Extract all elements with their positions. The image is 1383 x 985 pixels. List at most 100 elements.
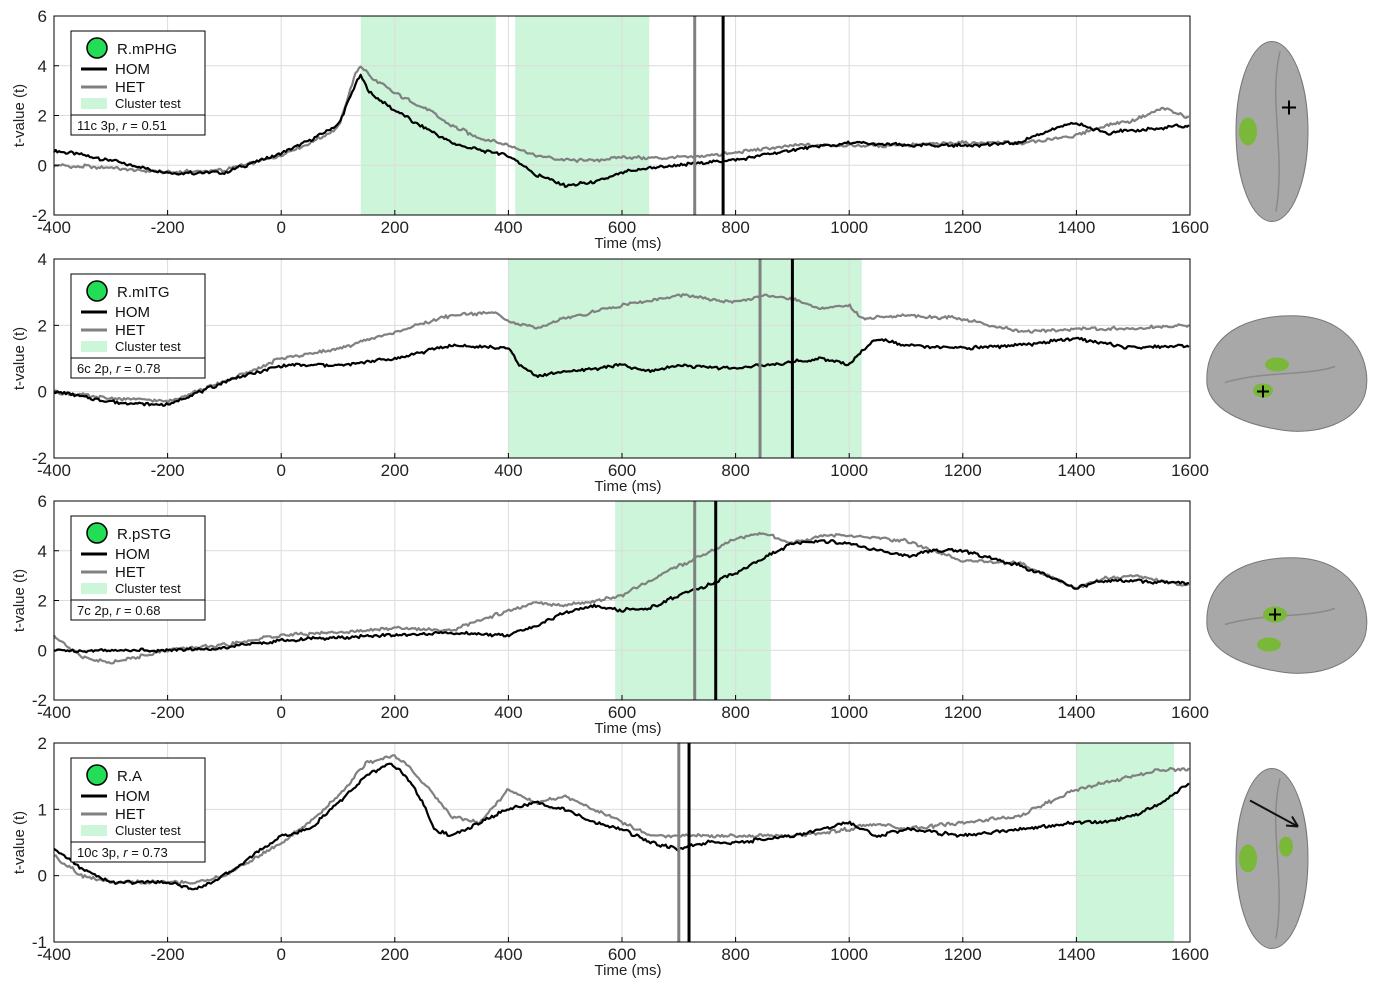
y-axis-title: t-value (t) <box>11 327 28 390</box>
legend-label-hom: HOM <box>115 546 150 563</box>
legend-label-cluster: Cluster test <box>115 823 181 838</box>
y-tick-label: 2 <box>38 734 47 753</box>
x-tick-label: -400 <box>37 945 71 964</box>
brain-sulcus <box>1275 778 1281 939</box>
legend-label-het: HET <box>115 79 145 96</box>
y-tick-label: -1 <box>32 933 47 952</box>
x-tick-label: -400 <box>37 461 71 480</box>
x-tick-label: -400 <box>37 703 71 722</box>
cross-marker-icon <box>1257 385 1269 398</box>
x-tick-label: 800 <box>721 461 749 480</box>
series-line-HOM <box>53 762 1190 891</box>
x-tick-label: 1600 <box>1171 945 1209 964</box>
y-axis-title: t-value (t) <box>11 84 28 147</box>
y-tick-label: 0 <box>38 156 47 175</box>
x-tick-label: -400 <box>37 218 71 237</box>
x-tick-label: 800 <box>721 945 749 964</box>
legend-stats: 10c 3p, r = 0.73 <box>77 845 168 860</box>
x-tick-label: 0 <box>276 461 285 480</box>
legend-label-het: HET <box>115 564 145 581</box>
legend-label-hom: HOM <box>115 788 150 805</box>
brain-highlight <box>1239 117 1257 146</box>
legend-label-cluster: Cluster test <box>115 339 181 354</box>
brain-sulcus <box>1275 51 1281 212</box>
legend-stats: 7c 2p, r = 0.68 <box>77 603 161 618</box>
x-tick-label: 1000 <box>830 945 868 964</box>
x-tick-label: 1400 <box>1057 945 1095 964</box>
x-tick-label: 1600 <box>1171 703 1209 722</box>
legend-region-label: R.mITG <box>117 284 170 301</box>
x-tick-label: 1000 <box>830 218 868 237</box>
y-tick-label: 0 <box>38 867 47 886</box>
legend-label-hom: HOM <box>115 304 150 321</box>
y-tick-label: 2 <box>38 107 47 126</box>
brain-highlight <box>1265 357 1289 372</box>
y-tick-label: 0 <box>38 641 47 660</box>
legend-region-label: R.A <box>117 768 142 785</box>
cross-marker-icon <box>1282 100 1296 115</box>
series-line-HOM <box>54 539 1190 654</box>
region-dot-icon <box>86 522 108 544</box>
y-axis-title: t-value (t) <box>11 811 28 874</box>
x-tick-label: 600 <box>608 703 636 722</box>
legend-stats: 11c 3p, r = 0.51 <box>77 118 167 133</box>
legend-label-cluster: Cluster test <box>115 96 181 111</box>
x-tick-label: -200 <box>151 945 185 964</box>
y-axis-title: t-value (t) <box>11 569 28 632</box>
panel-R.mITG: -400 -200 0 200 400 600 800 1000 1200 1400 1600 -2 0… <box>11 250 1368 495</box>
x-tick-label: 1200 <box>944 218 982 237</box>
region-dot-icon <box>86 280 108 302</box>
stats-r: r <box>116 361 121 376</box>
region-dot-icon <box>86 37 108 59</box>
brain-highlight <box>1279 836 1293 857</box>
brain-lateral-icon <box>1206 315 1368 432</box>
legend-swatch-cluster <box>81 341 107 352</box>
x-tick-label: 1400 <box>1057 703 1095 722</box>
x-tick-label: 1600 <box>1171 218 1209 237</box>
y-tick-label: -2 <box>32 206 47 225</box>
x-tick-label: 1600 <box>1171 461 1209 480</box>
arrow-head-icon <box>1285 815 1299 828</box>
x-tick-label: 1200 <box>944 461 982 480</box>
legend-label-hom: HOM <box>115 61 150 78</box>
arrow-icon <box>1249 799 1299 828</box>
x-tick-label: -200 <box>151 218 185 237</box>
stats-r: r <box>123 845 128 860</box>
stats-prefix: 7c 2p, <box>77 603 116 618</box>
series-line-HOM <box>53 336 1190 407</box>
legend-label-het: HET <box>115 322 145 339</box>
legend-swatch-cluster <box>81 825 107 836</box>
legend-label-het: HET <box>115 806 145 823</box>
stats-r: r <box>116 603 121 618</box>
region-dot-icon <box>86 764 108 786</box>
y-tick-label: 6 <box>38 492 47 511</box>
x-tick-label: 800 <box>721 218 749 237</box>
series-line-HET <box>53 531 1190 665</box>
legend-region-label: R.mPHG <box>117 41 177 58</box>
brain-medial-icon <box>1235 41 1309 222</box>
stats-value: = 0.68 <box>120 603 160 618</box>
x-tick-label: 200 <box>381 218 409 237</box>
legend-swatch-cluster <box>81 98 107 109</box>
brain-outline <box>1235 768 1309 949</box>
x-tick-label: 0 <box>276 945 285 964</box>
x-tick-label: 400 <box>494 703 522 722</box>
y-tick-label: 6 <box>38 7 47 26</box>
x-tick-label: 400 <box>494 945 522 964</box>
y-tick-label: 4 <box>38 542 47 561</box>
x-tick-label: 600 <box>608 945 636 964</box>
x-tick-label: 600 <box>608 461 636 480</box>
x-tick-label: 0 <box>276 703 285 722</box>
x-tick-label: 1400 <box>1057 218 1095 237</box>
brain-sulcus <box>1224 365 1336 384</box>
x-tick-label: 200 <box>381 703 409 722</box>
x-tick-label: 1000 <box>830 461 868 480</box>
x-tick-label: -200 <box>151 461 185 480</box>
x-axis-title: Time (ms) <box>595 235 662 252</box>
cross-marker-icon <box>1269 608 1281 621</box>
y-tick-label: 4 <box>38 57 47 76</box>
